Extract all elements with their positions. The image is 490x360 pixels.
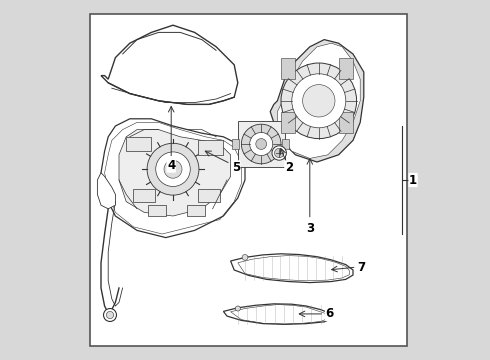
Circle shape xyxy=(156,152,190,186)
Circle shape xyxy=(292,74,346,128)
Polygon shape xyxy=(270,40,364,162)
Bar xyxy=(281,112,295,133)
Bar xyxy=(187,205,205,216)
Text: 3: 3 xyxy=(306,222,314,235)
Text: 7: 7 xyxy=(357,261,366,274)
Bar xyxy=(232,139,239,149)
Circle shape xyxy=(235,306,240,311)
Circle shape xyxy=(242,255,248,260)
Circle shape xyxy=(272,146,286,160)
Bar xyxy=(281,58,295,79)
Polygon shape xyxy=(98,173,116,209)
Circle shape xyxy=(147,143,199,195)
Circle shape xyxy=(106,311,114,319)
Polygon shape xyxy=(101,119,245,238)
Circle shape xyxy=(103,309,117,321)
Polygon shape xyxy=(223,304,331,324)
Text: 1: 1 xyxy=(409,174,417,186)
Circle shape xyxy=(256,139,267,149)
Bar xyxy=(198,140,223,155)
Bar xyxy=(90,14,407,346)
Bar xyxy=(148,205,166,216)
Bar xyxy=(126,137,151,151)
Polygon shape xyxy=(231,254,353,283)
Polygon shape xyxy=(277,43,360,158)
Circle shape xyxy=(242,124,281,164)
Circle shape xyxy=(274,148,284,158)
Text: 5: 5 xyxy=(232,161,240,174)
Bar xyxy=(238,121,285,167)
Bar xyxy=(282,139,289,149)
Text: 6: 6 xyxy=(325,307,334,320)
Circle shape xyxy=(281,63,357,139)
Polygon shape xyxy=(101,25,238,104)
Bar xyxy=(339,58,353,79)
Text: 4: 4 xyxy=(167,159,175,172)
Text: 2: 2 xyxy=(285,161,293,174)
Bar xyxy=(133,189,155,202)
Bar xyxy=(339,112,353,133)
Circle shape xyxy=(250,132,273,156)
Polygon shape xyxy=(119,130,231,216)
Circle shape xyxy=(303,85,335,117)
Circle shape xyxy=(164,160,182,178)
Bar xyxy=(198,189,220,202)
